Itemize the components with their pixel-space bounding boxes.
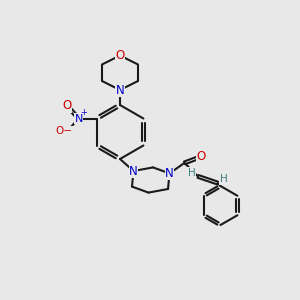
Text: N: N bbox=[165, 167, 174, 180]
Text: N: N bbox=[129, 164, 138, 178]
Text: +: + bbox=[80, 108, 87, 117]
Text: O−: O− bbox=[56, 126, 73, 136]
Text: H: H bbox=[188, 168, 195, 178]
Text: O: O bbox=[63, 99, 72, 112]
Text: N: N bbox=[129, 164, 138, 178]
Text: O: O bbox=[196, 150, 206, 164]
Text: H: H bbox=[220, 174, 227, 184]
Text: O: O bbox=[116, 49, 124, 62]
Text: N: N bbox=[116, 83, 124, 97]
Text: N: N bbox=[74, 113, 83, 124]
